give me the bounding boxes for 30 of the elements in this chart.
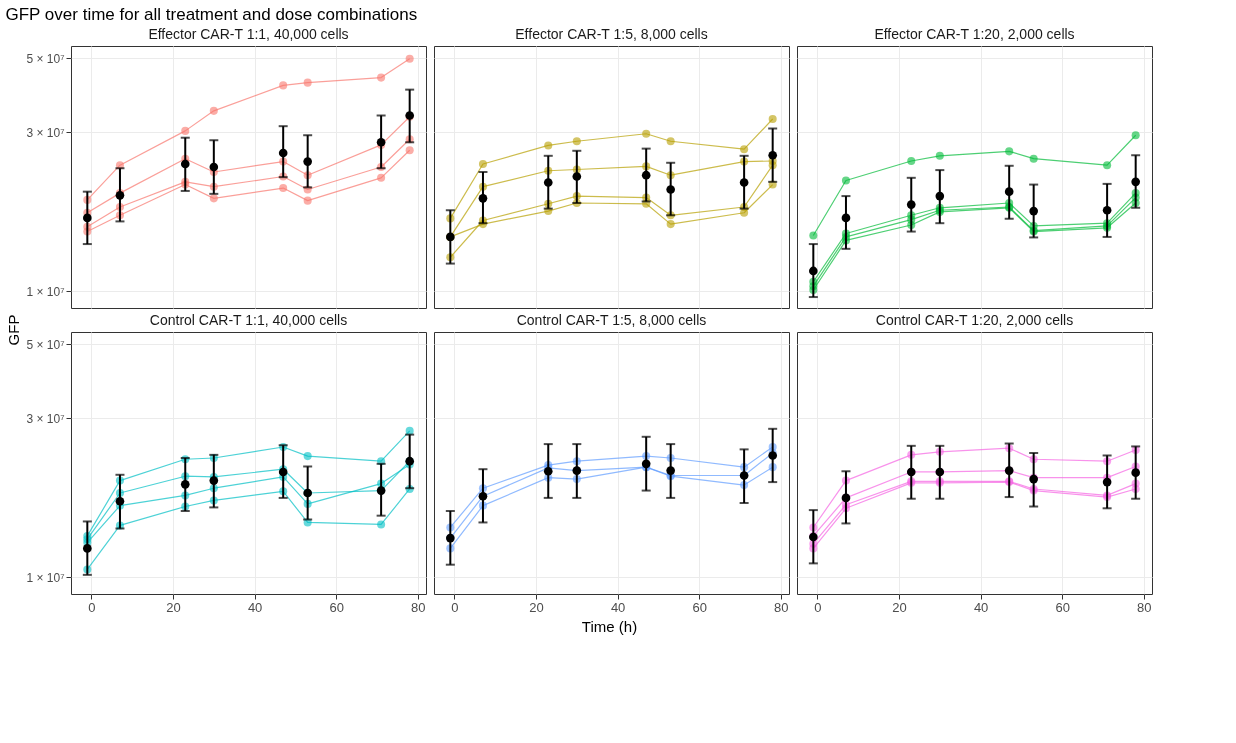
- y-tick-label: 3 × 10⁷: [26, 411, 65, 426]
- x-tick-label: 60: [1055, 599, 1070, 615]
- y-tick-label: 1 × 10⁷: [26, 570, 65, 585]
- chart-title: Effector CAR-T 1:20, 2,000 cells: [874, 26, 1075, 42]
- chart-title: Effector CAR-T 1:5, 8,000 cells: [515, 26, 708, 42]
- x-tick-label: 60: [329, 599, 344, 615]
- y-tick-label: 5 × 10⁷: [26, 51, 65, 66]
- chart-title: Control CAR-T 1:20, 2,000 cells: [875, 312, 1074, 328]
- x-tick-label: 80: [774, 599, 789, 615]
- x-tick-label: 20: [892, 599, 907, 615]
- x-tick-label: 80: [411, 599, 426, 615]
- x-axis-title: Time (h): [581, 618, 638, 635]
- y-tick-label: 3 × 10⁷: [26, 125, 65, 140]
- x-tick-label: 60: [692, 599, 707, 615]
- y-axis-title: GFP: [5, 314, 22, 346]
- x-tick-label: 0: [88, 599, 96, 615]
- x-tick-label: 80: [1137, 599, 1152, 615]
- x-tick-label: 40: [247, 599, 263, 615]
- chart-title: Control CAR-T 1:1, 40,000 cells: [149, 312, 348, 328]
- y-tick-label: 1 × 10⁷: [26, 284, 65, 299]
- chart-title: Control CAR-T 1:5, 8,000 cells: [516, 312, 707, 328]
- x-tick-label: 40: [973, 599, 989, 615]
- chart-title: Effector CAR-T 1:1, 40,000 cells: [148, 26, 349, 42]
- x-tick-label: 0: [814, 599, 822, 615]
- y-tick-label: 5 × 10⁷: [26, 337, 65, 352]
- x-tick-label: 40: [610, 599, 626, 615]
- x-tick-label: 20: [529, 599, 544, 615]
- x-tick-label: 20: [166, 599, 181, 615]
- text: GFP over time for all treatment and dose combinations: [5, 4, 418, 24]
- x-tick-label: 0: [451, 599, 459, 615]
